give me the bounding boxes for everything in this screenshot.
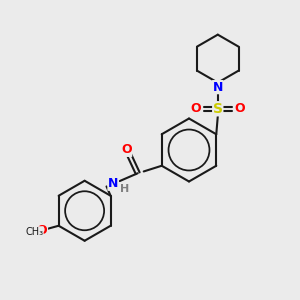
Text: H: H <box>120 184 129 194</box>
Text: O: O <box>190 102 201 115</box>
Text: N: N <box>108 177 118 190</box>
Text: S: S <box>213 102 223 116</box>
Text: O: O <box>235 102 245 115</box>
Text: CH₃: CH₃ <box>25 227 43 237</box>
Text: O: O <box>121 143 132 156</box>
Text: O: O <box>37 224 47 237</box>
Text: N: N <box>213 81 223 94</box>
